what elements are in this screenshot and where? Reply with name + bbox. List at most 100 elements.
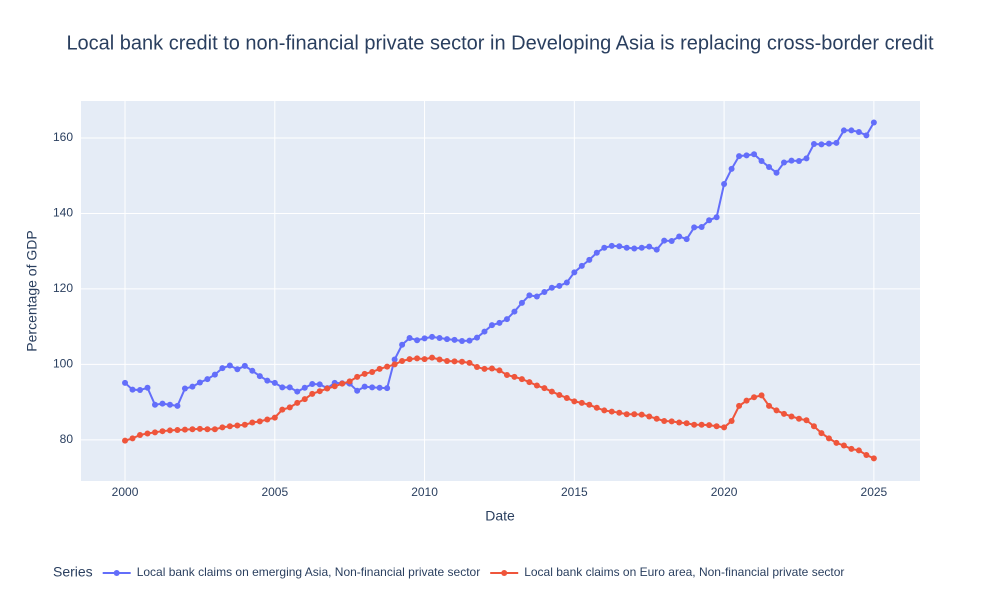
- data-point: [736, 402, 743, 409]
- data-point: [166, 427, 173, 434]
- data-point: [301, 384, 308, 391]
- x-tick-label: 2010: [411, 485, 438, 499]
- data-point: [511, 308, 518, 315]
- data-point: [249, 367, 256, 374]
- data-point: [264, 377, 271, 384]
- data-point: [548, 284, 555, 291]
- data-point: [631, 411, 638, 418]
- data-point: [683, 420, 690, 427]
- data-point: [526, 292, 533, 299]
- data-point: [803, 417, 810, 424]
- data-point: [758, 392, 765, 399]
- data-point: [503, 316, 510, 323]
- data-point: [241, 421, 248, 428]
- data-point: [818, 141, 825, 148]
- data-point: [825, 140, 832, 147]
- data-point: [601, 407, 608, 414]
- data-point: [526, 379, 533, 386]
- data-point: [174, 427, 181, 434]
- legend-item[interactable]: Local bank claims on Euro area, Non-fina…: [490, 565, 844, 579]
- data-point: [676, 233, 683, 240]
- data-point: [646, 243, 653, 250]
- data-point: [384, 363, 391, 370]
- data-point: [833, 139, 840, 146]
- data-point: [488, 365, 495, 372]
- data-point: [661, 418, 668, 424]
- data-point: [683, 236, 690, 243]
- data-point: [384, 385, 391, 392]
- data-point: [578, 399, 585, 406]
- data-point: [429, 333, 436, 340]
- y-tick-label: 160: [53, 130, 73, 144]
- data-point: [391, 356, 398, 363]
- data-point: [376, 384, 383, 391]
- data-point: [601, 244, 608, 251]
- data-point: [256, 418, 263, 425]
- data-point: [151, 401, 158, 408]
- data-point: [226, 423, 233, 430]
- data-point: [751, 151, 758, 158]
- data-point: [781, 159, 788, 166]
- data-point: [481, 328, 488, 335]
- data-point: [354, 387, 361, 394]
- data-point: [316, 381, 323, 388]
- data-point: [541, 288, 548, 295]
- x-tick-label: 2005: [261, 485, 288, 499]
- data-point: [144, 430, 151, 437]
- data-point: [608, 408, 615, 415]
- data-point: [773, 169, 780, 176]
- data-point: [129, 386, 136, 393]
- data-point: [196, 425, 203, 432]
- data-point: [241, 362, 248, 369]
- data-point: [870, 119, 877, 126]
- data-point: [863, 451, 870, 458]
- data-point: [279, 406, 286, 413]
- data-point: [189, 383, 196, 390]
- data-point: [810, 423, 817, 430]
- data-point: [481, 365, 488, 372]
- x-tick-label: 2020: [711, 485, 738, 499]
- data-point: [548, 388, 555, 395]
- x-axis-title: Date: [485, 508, 515, 524]
- legend-item[interactable]: Local bank claims on emerging Asia, Non-…: [102, 565, 481, 579]
- data-point: [616, 409, 623, 416]
- y-tick-label: 140: [53, 206, 73, 220]
- data-point: [586, 401, 593, 408]
- data-point: [466, 359, 473, 366]
- data-point: [234, 366, 241, 373]
- data-point: [855, 128, 862, 135]
- data-point: [473, 364, 480, 371]
- data-point: [593, 249, 600, 256]
- data-point: [376, 365, 383, 372]
- data-point: [698, 224, 705, 231]
- series-group: [122, 119, 877, 462]
- data-point: [713, 423, 720, 430]
- data-point: [571, 398, 578, 405]
- data-point: [406, 334, 413, 341]
- data-point: [122, 379, 129, 386]
- data-point: [788, 413, 795, 420]
- data-point: [122, 437, 129, 444]
- data-point: [795, 158, 802, 164]
- data-point: [773, 407, 780, 414]
- data-point: [294, 388, 301, 395]
- data-point: [421, 356, 428, 363]
- data-point: [556, 391, 563, 398]
- data-point: [196, 379, 203, 386]
- legend-label: Local bank claims on emerging Asia, Non-…: [137, 565, 481, 579]
- data-point: [391, 361, 398, 368]
- data-point: [863, 132, 870, 139]
- data-point: [369, 384, 376, 391]
- data-point: [466, 337, 473, 344]
- data-point: [503, 371, 510, 378]
- data-point: [855, 447, 862, 454]
- legend: Series Local bank claims on emerging Asi…: [53, 564, 844, 580]
- y-tick-label: 80: [60, 432, 74, 446]
- data-point: [691, 421, 698, 428]
- data-point: [623, 411, 630, 418]
- data-point: [840, 442, 847, 449]
- data-point: [309, 390, 316, 397]
- data-point: [840, 127, 847, 134]
- data-point: [706, 422, 713, 429]
- data-point: [361, 383, 368, 390]
